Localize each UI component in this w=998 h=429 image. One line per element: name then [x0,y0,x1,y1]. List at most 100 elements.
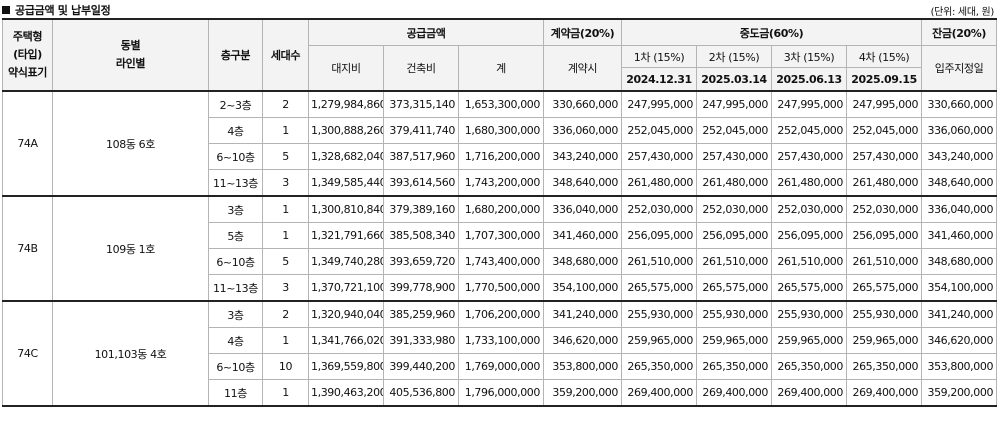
total-cell: 1,680,300,000 [457,117,545,144]
type-cell: 74B [2,195,53,302]
balance-cell: 348,680,000 [921,248,998,275]
m2-cell: 259,965,000 [696,327,773,354]
header-balance-sub: 입주지정일 [921,45,998,92]
land-cell: 1,300,888,260 [308,117,384,144]
units-cell: 1 [262,195,309,223]
floor-cell: 6~10층 [208,248,263,275]
m3-cell: 257,430,000 [771,143,848,170]
table-row: 11층 1 1,390,463,200 405,536,800 1,796,000,00… [3,379,998,407]
contract-cell: 343,240,000 [543,143,623,170]
contract-cell: 341,240,000 [543,300,623,328]
balance-cell: 330,660,000 [921,90,998,118]
building-cell: 393,659,720 [383,248,459,275]
m1-cell: 265,350,000 [621,353,698,380]
header-installment-2: 2차 (15%) [696,45,773,68]
land-cell: 1,349,585,440 [308,169,384,197]
table-row: 4층 1 1,300,888,260 379,411,740 1,680,300,000… [3,117,998,144]
units-cell: 3 [262,169,309,197]
contract-cell: 348,640,000 [543,169,623,197]
floor-cell: 3층 [208,300,263,328]
land-cell: 1,341,766,020 [308,327,384,354]
header-building: 건축비 [383,45,459,92]
m4-cell: 261,510,000 [846,248,923,275]
balance-cell: 348,640,000 [921,169,998,197]
m2-cell: 269,400,000 [696,379,773,407]
building-cell: 379,411,740 [383,117,459,144]
m1-cell: 261,510,000 [621,248,698,275]
m4-cell: 247,995,000 [846,90,923,118]
header-supply: 공급금액 [307,18,545,46]
units-cell: 1 [262,222,309,249]
building-cell: 387,517,960 [383,143,459,170]
unit-note: (단위: 세대, 원) [930,7,995,18]
m1-cell: 259,965,000 [621,327,698,354]
type-cell: 74A [2,90,53,197]
header-contract: 계약금(20%) [543,18,623,46]
contract-cell: 346,620,000 [543,327,623,354]
m3-cell: 259,965,000 [771,327,848,354]
contract-cell: 336,060,000 [543,117,623,144]
floor-cell: 11~13층 [208,274,263,302]
floor-cell: 6~10층 [208,143,263,170]
header-land: 대지비 [308,45,384,92]
header-dong: 동별 라인별 [52,18,209,92]
header-installment-3-date: 2025.06.13 [771,67,848,92]
m1-cell: 261,480,000 [621,169,698,197]
floor-cell: 11~13층 [208,169,263,197]
building-cell: 373,315,140 [383,90,459,118]
balance-cell: 336,040,000 [921,195,998,223]
land-cell: 1,279,984,860 [308,90,384,118]
units-cell: 1 [262,327,309,354]
m4-cell: 265,350,000 [846,353,923,380]
floor-cell: 2~3층 [208,90,263,118]
units-cell: 1 [262,379,309,407]
m3-cell: 261,510,000 [771,248,848,275]
header-installment-1-date: 2024.12.31 [621,67,698,92]
m3-cell: 265,575,000 [771,274,848,302]
table-row: 6~10층 10 1,369,559,800 399,440,200 1,769,000… [3,353,998,380]
header-contract-sub: 계약시 [543,45,623,92]
floor-cell: 4층 [208,327,263,354]
header-units: 세대수 [262,18,309,92]
contract-cell: 354,100,000 [543,274,623,302]
balance-cell: 353,800,000 [921,353,998,380]
m4-cell: 255,930,000 [846,300,923,328]
building-cell: 385,508,340 [383,222,459,249]
m2-cell: 261,510,000 [696,248,773,275]
m3-cell: 269,400,000 [771,379,848,407]
square-bullet-icon [2,6,10,14]
units-cell: 3 [262,274,309,302]
header-floor: 층구분 [208,18,263,92]
m4-cell: 259,965,000 [846,327,923,354]
table-row: 11~13층 3 1,349,585,440 393,614,560 1,743,200… [3,169,998,197]
total-cell: 1,707,300,000 [457,222,545,249]
land-cell: 1,321,791,660 [308,222,384,249]
table-row: 74A 108동 6호 2~3층 2 1,279,984,860 373,315,140 1… [2,90,998,197]
price-schedule-table: 주택형 (타입) 약식표기 동별 라인별 층구분 세대수 공급금액 계약금(20… [2,18,998,407]
floor-cell: 11층 [208,379,263,407]
header-total: 계 [457,45,545,92]
m2-cell: 252,045,000 [696,117,773,144]
m4-cell: 252,030,000 [846,195,923,223]
section-title: 공급금액 및 납부일정 [2,2,111,18]
dong-cell: 108동 6호 [52,90,209,197]
m1-cell: 257,430,000 [621,143,698,170]
m3-cell: 261,480,000 [771,169,848,197]
m1-cell: 269,400,000 [621,379,698,407]
m3-cell: 256,095,000 [771,222,848,249]
balance-cell: 354,100,000 [921,274,998,302]
header-installment-4: 4차 (15%) [846,45,923,68]
total-cell: 1,769,000,000 [457,353,545,380]
land-cell: 1,320,940,040 [308,300,384,328]
building-cell: 385,259,960 [383,300,459,328]
m2-cell: 255,930,000 [696,300,773,328]
units-cell: 2 [262,90,309,118]
m4-cell: 256,095,000 [846,222,923,249]
balance-cell: 359,200,000 [921,379,998,407]
building-cell: 399,440,200 [383,353,459,380]
floor-cell: 4층 [208,117,263,144]
section-title-text: 공급금액 및 납부일정 [15,4,111,17]
m4-cell: 252,045,000 [846,117,923,144]
m1-cell: 255,930,000 [621,300,698,328]
balance-cell: 341,460,000 [921,222,998,249]
